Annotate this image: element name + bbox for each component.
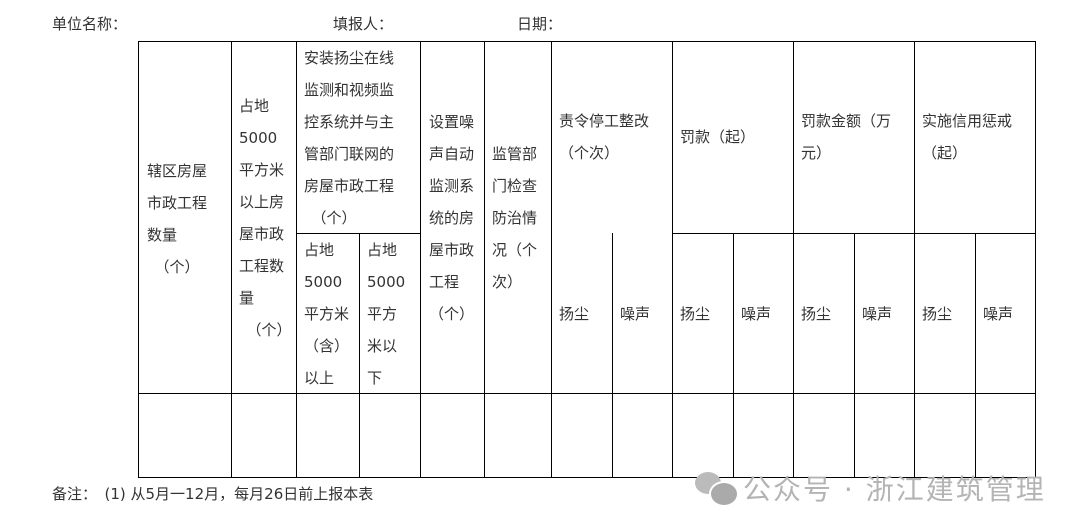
data-entry-cell[interactable] bbox=[794, 394, 854, 477]
sub-header-dust: 扬尘 bbox=[559, 305, 590, 323]
header-cell-fines: 罚款（起） bbox=[680, 128, 756, 146]
sub-header-noise: 噪声 bbox=[620, 305, 651, 323]
header-cell-fine-amount: 罚款金额（万 元） bbox=[801, 112, 892, 162]
header-cell-small-sites: 占地 5000 平方 米以 下 bbox=[367, 241, 406, 387]
header-cell-inspections: 监管部 门检查 防治情 况（个 次） bbox=[492, 145, 538, 291]
header-cell-noise-monitoring: 设置噪 声自动 监测系 统的房 屋市政 工程 （个） bbox=[429, 113, 475, 323]
table-border bbox=[359, 233, 360, 478]
data-entry-cell[interactable] bbox=[976, 394, 1035, 477]
sub-header-noise: 噪声 bbox=[741, 305, 772, 323]
table-border bbox=[231, 41, 232, 478]
table-border bbox=[854, 233, 855, 478]
filler-label: 填报人： bbox=[333, 15, 394, 33]
table-border bbox=[793, 41, 794, 478]
data-entry-cell[interactable] bbox=[673, 394, 733, 477]
sub-header-dust: 扬尘 bbox=[680, 305, 711, 323]
data-entry-cell[interactable] bbox=[915, 394, 975, 477]
header-cell-large-site-count: 占地 5000 平方米 以上房 屋市政 工程数 量 （个） bbox=[239, 97, 292, 339]
data-entry-cell[interactable] bbox=[485, 394, 551, 477]
date-label: 日期： bbox=[517, 15, 563, 33]
table-border bbox=[138, 393, 1036, 394]
table-border bbox=[484, 41, 485, 478]
sub-header-dust: 扬尘 bbox=[801, 305, 832, 323]
data-entry-cell[interactable] bbox=[613, 394, 672, 477]
table-border bbox=[420, 41, 421, 478]
data-entry-cell[interactable] bbox=[360, 394, 420, 477]
table-border bbox=[733, 233, 734, 478]
header-cell-large-sites: 占地 5000 平方米 （含） 以上 bbox=[304, 241, 350, 387]
table-border bbox=[672, 41, 673, 478]
data-entry-cell[interactable] bbox=[139, 394, 231, 477]
table-border bbox=[612, 233, 613, 478]
header-cell-credit-penalty: 实施信用惩戒 （起） bbox=[922, 112, 1013, 162]
data-entry-cell[interactable] bbox=[552, 394, 612, 477]
sub-header-noise: 噪声 bbox=[983, 305, 1014, 323]
watermark-text: 公众号 · 浙江建筑管理 bbox=[743, 473, 1046, 506]
table-border bbox=[551, 41, 552, 478]
header-cell-project-count: 辖区房屋 市政工程 数量 （个） bbox=[147, 162, 208, 276]
table-border bbox=[914, 41, 915, 478]
wechat-icon bbox=[695, 472, 739, 507]
sub-header-noise: 噪声 bbox=[862, 305, 893, 323]
table-border bbox=[296, 233, 421, 234]
header-cell-monitoring-installed: 安装扬尘在线 监测和视频监 控系统并与主 管部门联网的 房屋市政工程 （个） bbox=[304, 49, 395, 227]
data-entry-cell[interactable] bbox=[297, 394, 359, 477]
data-entry-cell[interactable] bbox=[421, 394, 484, 477]
table-border bbox=[138, 41, 139, 478]
data-entry-cell[interactable] bbox=[734, 394, 793, 477]
data-entry-cell[interactable] bbox=[232, 394, 296, 477]
table-border bbox=[138, 477, 1036, 478]
table-border bbox=[1035, 41, 1036, 478]
watermark: 公众号 · 浙江建筑管理 bbox=[695, 468, 1046, 508]
note-text: 备注： (1) 从5月一12月，每月26日前上报本表 bbox=[52, 485, 374, 503]
unit-name-label: 单位名称： bbox=[52, 15, 128, 33]
table-border bbox=[296, 41, 297, 478]
table-border bbox=[138, 41, 1036, 42]
table-border bbox=[975, 233, 976, 478]
header-cell-suspensions: 责令停工整改 （个次） bbox=[559, 112, 650, 162]
sub-header-dust: 扬尘 bbox=[922, 305, 953, 323]
data-entry-cell[interactable] bbox=[855, 394, 914, 477]
